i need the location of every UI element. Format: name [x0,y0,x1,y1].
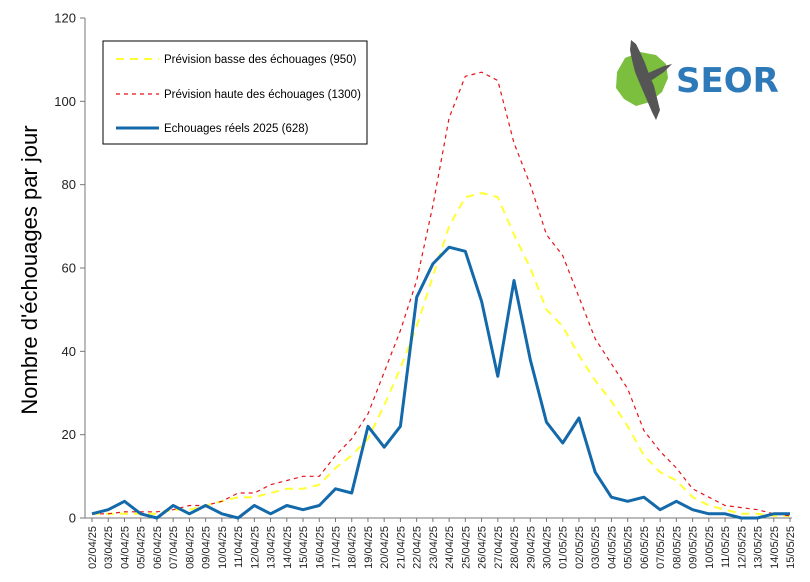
x-tick-label: 30/04/25 [542,526,554,569]
x-tick-label: 17/04/25 [330,526,342,569]
x-tick-label: 15/05/25 [785,526,797,569]
x-tick-label: 02/04/25 [87,526,99,569]
legend-entry-1: Prévision haute des échouages (1300) [164,89,361,101]
x-tick-label: 10/04/25 [217,526,229,569]
x-tick-label: 09/04/25 [201,526,213,569]
x-tick-label: 21/04/25 [395,526,407,569]
legend: Prévision basse des échouages (950) Prévi… [102,40,368,145]
x-tick-label: 13/04/25 [266,526,278,569]
x-tick-label: 05/05/25 [623,526,635,569]
bird-icon [630,40,672,120]
seor-logo: SEOR [616,40,779,120]
x-tick-label: 14/04/25 [282,526,294,569]
x-tick-label: 15/04/25 [298,526,310,569]
x-tick-label: 07/05/25 [655,526,667,569]
x-tick-label: 19/04/25 [363,526,375,569]
logo-text: SEOR [676,61,779,101]
x-tick-label: 07/04/25 [168,526,180,569]
y-tick-label: 100 [54,94,76,109]
x-tick-label: 02/05/25 [574,526,586,569]
x-tick-label: 16/04/25 [314,526,326,569]
x-tick-label: 26/04/25 [477,526,489,569]
x-tick-label: 05/04/25 [136,526,148,569]
y-axis-label: Nombre d'échouages par jour [17,125,42,414]
x-tick-label: 12/04/25 [249,526,261,569]
legend-entry-2: Echouages réels 2025 (628) [164,123,309,135]
y-tick-label: 60 [62,261,76,276]
y-tick-label: 80 [62,177,76,192]
x-tick-label: 13/05/25 [753,526,765,569]
x-tick-label: 08/04/25 [184,526,196,569]
x-axis: 02/04/25 03/04/25 04/04/25 05/04/25 06/04/25… [85,517,797,569]
x-tick-label: 06/05/25 [639,526,651,569]
x-tick-label: 23/04/25 [428,526,440,569]
x-tick-label: 12/05/25 [736,526,748,569]
series-line-1 [92,71,791,517]
series-line-2 [91,245,790,520]
y-axis: 0 20 40 60 80 100 120 [54,11,86,526]
x-tick-label: 01/05/25 [558,526,570,569]
x-tick-label: 24/04/25 [444,526,456,569]
x-tick-label: 28/04/25 [509,526,521,569]
x-tick-label: 10/05/25 [704,526,716,569]
x-tick-label: 03/04/25 [103,526,115,569]
series-layer [91,71,791,520]
x-tick-label: 11/04/25 [233,526,245,568]
x-tick-label: 03/05/25 [590,526,602,569]
x-tick-label: 27/04/25 [493,526,505,569]
x-tick-label: 06/04/25 [152,526,164,569]
x-tick-label: 29/04/25 [525,526,537,569]
y-tick-label: 40 [62,344,76,359]
x-tick-label: 18/04/25 [347,526,359,569]
y-tick-label: 0 [69,511,76,526]
x-tick-label: 08/05/25 [671,526,683,569]
x-tick-label: 14/05/25 [769,526,781,569]
x-tick-label: 11/05/25 [720,526,732,568]
x-tick-label: 22/04/25 [412,526,424,569]
y-tick-label: 20 [62,427,76,442]
y-tick-label: 120 [54,11,76,26]
legend-entry-0: Prévision basse des échouages (950) [164,54,357,66]
series-line-0 [92,192,790,517]
x-tick-label: 25/04/25 [460,526,472,569]
x-tick-label: 04/04/25 [119,526,131,569]
x-tick-label: 20/04/25 [379,526,391,569]
x-tick-label: 04/05/25 [606,526,618,569]
x-tick-label: 09/05/25 [688,526,700,569]
